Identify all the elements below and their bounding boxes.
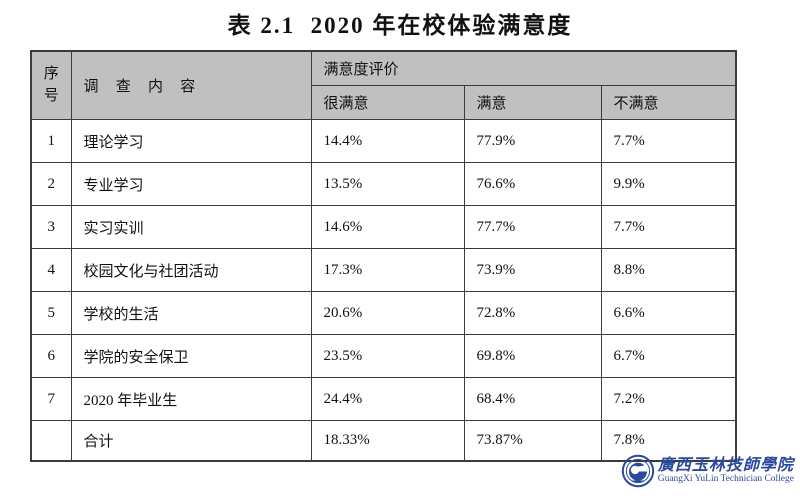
- row-satisfied: 73.87%: [463, 420, 602, 462]
- row-dissatisfied: 6.7%: [600, 334, 737, 378]
- row-satisfied: 68.4%: [463, 377, 602, 421]
- row-content: 理论学习: [70, 119, 312, 163]
- header-very-satisfied: 很满意: [310, 85, 465, 120]
- row-content: 学院的安全保卫: [70, 334, 312, 378]
- row-index: 5: [30, 291, 72, 335]
- row-content: 专业学习: [70, 162, 312, 206]
- row-satisfied: 77.9%: [463, 119, 602, 163]
- header-satisfaction-group: 满意度评价: [310, 50, 737, 86]
- row-index: 4: [30, 248, 72, 292]
- header-dissatisfied: 不满意: [600, 85, 737, 120]
- page-title: 表 2.1 2020 年在校体验满意度: [227, 13, 573, 38]
- row-satisfied: 77.7%: [463, 205, 602, 249]
- row-satisfied: 76.6%: [463, 162, 602, 206]
- row-index: 2: [30, 162, 72, 206]
- header-row-sub: 很满意 满意 不满意: [31, 85, 737, 120]
- row-content: 校园文化与社团活动: [70, 248, 312, 292]
- table-row: 4 校园文化与社团活动 17.3% 73.9% 8.8%: [30, 248, 737, 292]
- row-very-satisfied: 18.33%: [310, 420, 465, 462]
- table-row: 3 实习实训 14.6% 77.7% 7.7%: [30, 205, 737, 249]
- row-dissatisfied: 6.6%: [600, 291, 737, 335]
- row-very-satisfied: 14.4%: [310, 119, 465, 163]
- row-index: 3: [30, 205, 72, 249]
- row-dissatisfied: 7.2%: [600, 377, 737, 421]
- row-index: 7: [30, 377, 72, 421]
- row-satisfied: 73.9%: [463, 248, 602, 292]
- row-content: 2020 年毕业生: [70, 377, 312, 421]
- school-name-english: GuangXi YuLin Technician College: [657, 474, 794, 485]
- table-row-total: 合计 18.33% 73.87% 7.8%: [30, 420, 737, 462]
- row-content: 学校的生活: [70, 291, 312, 335]
- table-row: 7 2020 年毕业生 24.4% 68.4% 7.2%: [30, 377, 737, 421]
- row-satisfied: 72.8%: [463, 291, 602, 335]
- row-dissatisfied: 9.9%: [600, 162, 737, 206]
- header-satisfied: 满意: [463, 85, 602, 120]
- row-dissatisfied: 7.7%: [600, 205, 737, 249]
- row-dissatisfied: 8.8%: [600, 248, 737, 292]
- header-row-group: 序号 调 查 内 容 满意度评价: [30, 50, 737, 120]
- row-very-satisfied: 17.3%: [310, 248, 465, 292]
- header-content-col: 调 查 内 容: [70, 50, 312, 120]
- row-very-satisfied: 20.6%: [310, 291, 465, 335]
- table-row: 2 专业学习 13.5% 76.6% 9.9%: [30, 162, 737, 206]
- school-seal-icon: [621, 454, 654, 488]
- header-index-col: 序号: [30, 50, 72, 120]
- row-content: 实习实训: [70, 205, 312, 249]
- row-very-satisfied: 23.5%: [310, 334, 465, 378]
- table-row: 1 理论学习 14.4% 77.9% 7.7%: [30, 119, 737, 163]
- row-dissatisfied: 7.8%: [600, 420, 737, 462]
- row-index: [30, 420, 72, 462]
- satisfaction-table: 序号 调 查 内 容 满意度评价 很满意 满意 不满意 1 理论学习 14.4%…: [30, 50, 738, 462]
- row-index: 6: [30, 334, 72, 378]
- school-name-chinese: 廣西玉林技師學院: [657, 456, 794, 474]
- row-very-satisfied: 13.5%: [310, 162, 465, 206]
- row-dissatisfied: 7.7%: [600, 119, 737, 163]
- table-row: 5 学校的生活 20.6% 72.8% 6.6%: [30, 291, 737, 335]
- row-content: 合计: [70, 420, 312, 462]
- row-very-satisfied: 14.6%: [310, 205, 465, 249]
- row-very-satisfied: 24.4%: [310, 377, 465, 421]
- row-index: 1: [30, 119, 72, 163]
- school-logo: 廣西玉林技師學院 GuangXi YuLin Technician Colleg…: [621, 454, 794, 488]
- row-satisfied: 69.8%: [463, 334, 602, 378]
- table-row: 6 学院的安全保卫 23.5% 69.8% 6.7%: [30, 334, 737, 378]
